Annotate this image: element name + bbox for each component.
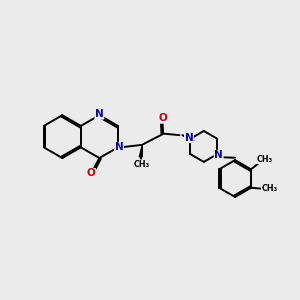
Text: N: N xyxy=(184,133,193,142)
Text: CH₃: CH₃ xyxy=(256,155,273,164)
Text: O: O xyxy=(158,113,167,123)
Text: CH₃: CH₃ xyxy=(261,184,278,194)
Text: N: N xyxy=(214,150,223,161)
Text: N: N xyxy=(95,109,104,119)
Polygon shape xyxy=(139,145,142,157)
Text: CH₃: CH₃ xyxy=(134,160,150,169)
Text: O: O xyxy=(87,169,95,178)
Text: N: N xyxy=(115,142,124,152)
